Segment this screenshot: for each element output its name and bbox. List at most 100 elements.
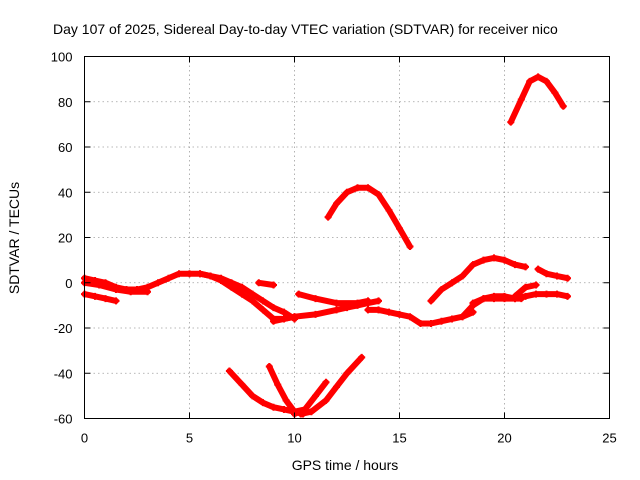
series-line-arc-n — [428, 254, 529, 304]
data-point — [364, 184, 372, 192]
series-points-arc-q — [511, 281, 540, 300]
data-point — [280, 405, 288, 413]
data-point — [553, 290, 561, 298]
data-point — [95, 281, 103, 289]
data-point — [375, 191, 382, 199]
data-point — [238, 381, 246, 389]
y-axis-label: SDTVAR / TECUs — [6, 182, 22, 294]
x-tick-label: 5 — [186, 431, 193, 446]
data-point — [102, 295, 109, 303]
data-point — [217, 274, 225, 282]
series-points-arc-s — [534, 265, 571, 282]
x-tick-label: 10 — [287, 431, 301, 446]
data-point — [543, 290, 550, 298]
data-point — [358, 353, 366, 361]
data-point — [375, 297, 382, 305]
data-point — [501, 295, 508, 303]
data-point — [507, 118, 515, 126]
data-point — [112, 297, 120, 305]
data-point — [543, 270, 550, 278]
data-point — [438, 286, 445, 294]
y-tick-label: 0 — [65, 276, 72, 291]
data-point — [225, 367, 233, 375]
data-point — [396, 224, 403, 232]
data-point — [270, 304, 277, 312]
data-point — [322, 378, 330, 386]
data-point — [551, 89, 559, 97]
data-point — [417, 319, 424, 327]
y-tick-label: 60 — [58, 140, 72, 155]
data-point — [517, 95, 525, 103]
data-point — [343, 369, 351, 377]
y-tick-label: -20 — [54, 321, 73, 336]
data-point — [427, 319, 435, 327]
y-tick-label: 100 — [51, 50, 73, 65]
data-point — [297, 410, 305, 418]
series-line-arc-d — [197, 270, 298, 322]
data-point — [459, 272, 466, 280]
series-points-arc-g — [295, 290, 372, 307]
data-point — [522, 263, 529, 271]
data-point — [354, 184, 361, 192]
data-point — [186, 270, 193, 278]
data-point — [427, 297, 435, 305]
data-point — [322, 396, 330, 404]
series-points-arc-n — [427, 254, 529, 305]
data-point — [448, 279, 456, 287]
x-tick-label: 25 — [602, 431, 616, 446]
data-point — [333, 383, 340, 391]
y-tick-label: 40 — [58, 185, 72, 200]
data-point — [532, 290, 540, 298]
data-point — [295, 290, 303, 298]
data-point — [291, 313, 298, 321]
data-point — [490, 254, 498, 262]
data-point — [259, 297, 267, 305]
data-point — [196, 270, 204, 278]
data-point — [396, 310, 403, 318]
data-point — [553, 272, 561, 280]
data-point — [534, 265, 542, 273]
data-point — [127, 288, 135, 296]
data-point — [249, 297, 256, 305]
data-point — [238, 283, 246, 291]
data-point — [522, 283, 529, 291]
data-point — [207, 272, 214, 280]
data-point — [333, 306, 340, 314]
x-tick-label: 0 — [81, 431, 88, 446]
data-point — [385, 206, 393, 214]
data-point — [249, 290, 256, 298]
data-point — [532, 281, 540, 289]
data-point — [385, 308, 393, 316]
data-point — [354, 299, 361, 307]
series-points-arc-r — [507, 73, 567, 126]
data-point — [255, 279, 263, 287]
data-point — [144, 288, 151, 296]
data-point — [333, 200, 340, 208]
data-point — [312, 295, 319, 303]
data-point — [459, 313, 466, 321]
data-point — [480, 256, 487, 264]
data-point — [265, 362, 273, 370]
series-line-arc-s — [535, 266, 571, 282]
data-point — [280, 308, 288, 316]
series-points-arc-i — [324, 184, 414, 251]
data-point — [448, 315, 456, 323]
data-point — [343, 188, 351, 196]
x-axis-label: GPS time / hours — [292, 457, 399, 473]
data-point — [406, 313, 414, 321]
data-point — [324, 213, 332, 221]
data-point — [501, 256, 508, 264]
data-point — [526, 77, 534, 85]
data-point — [154, 279, 162, 287]
data-point — [112, 286, 120, 294]
series-points-arc-e — [255, 279, 277, 289]
data-series — [81, 73, 571, 418]
data-point — [312, 310, 319, 318]
data-point — [249, 392, 256, 400]
grid-lines — [84, 56, 610, 419]
data-point — [312, 392, 319, 400]
data-point — [270, 317, 277, 325]
data-point — [490, 295, 498, 303]
y-tick-label: 80 — [58, 95, 72, 110]
